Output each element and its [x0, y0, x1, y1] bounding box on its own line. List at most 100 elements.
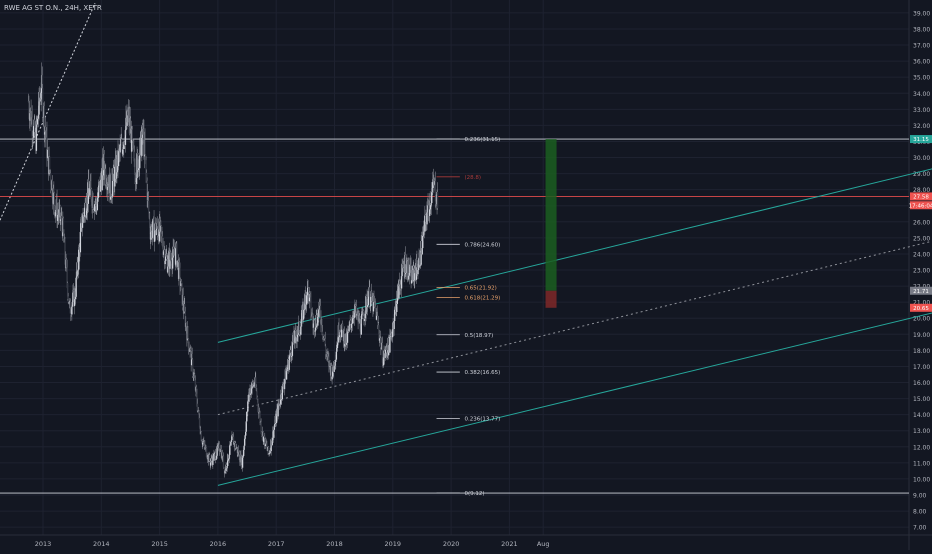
price-tag-label: 31.15 [913, 137, 929, 143]
candle-body [136, 153, 138, 179]
candle-body [246, 411, 248, 422]
candle-body [164, 253, 167, 261]
candle-body [213, 454, 215, 461]
candle-body [426, 212, 428, 225]
candle-body [260, 432, 263, 435]
candle-body [70, 313, 72, 315]
y-tick-label: 20.00 [913, 316, 930, 323]
candle-body [422, 231, 424, 236]
candle-body [55, 209, 57, 213]
candle-body [218, 444, 220, 452]
candle-body [127, 115, 129, 123]
candle-body [222, 456, 225, 467]
candle-body [211, 458, 213, 461]
candle-body [424, 215, 426, 232]
candle-body [282, 383, 285, 388]
candle-body [214, 452, 217, 460]
candle-body [290, 349, 292, 353]
candle-body [154, 223, 157, 236]
candle-body [136, 153, 139, 155]
candle-body [291, 355, 293, 358]
candle-body [361, 314, 363, 320]
candle-body [409, 264, 411, 273]
candle-body [171, 257, 174, 269]
candle-body [412, 265, 414, 282]
candle-body [336, 348, 338, 352]
candle-body [227, 454, 229, 461]
candle-body [191, 353, 193, 360]
candle-body [36, 117, 39, 125]
candle-body [68, 299, 70, 304]
candle-body [265, 438, 267, 444]
x-tick-label: 2020 [443, 540, 460, 548]
y-tick-label: 18.00 [913, 348, 930, 355]
candle-body [60, 219, 62, 221]
x-tick-label: 2013 [35, 540, 52, 548]
candle-body [124, 130, 127, 145]
candle-body [246, 411, 249, 413]
y-tick-label: 9.00 [913, 493, 927, 500]
candle-body [429, 200, 431, 210]
candle-body [288, 360, 290, 370]
candle-body [92, 196, 94, 210]
candle-body [169, 251, 172, 260]
position-loss-zone[interactable] [545, 290, 557, 308]
candle-body [105, 168, 107, 185]
candle-body [37, 114, 40, 119]
position-profit-zone[interactable] [545, 139, 557, 291]
candle-body [35, 121, 38, 151]
candle-body [188, 348, 190, 350]
candle-body [178, 262, 180, 279]
candle-body [309, 294, 312, 298]
candle-body [262, 431, 264, 442]
candle-body [216, 446, 218, 456]
candle-body [277, 403, 279, 417]
y-tick-label: 38.00 [913, 26, 930, 33]
candle-body [295, 330, 297, 337]
candle-body [235, 448, 237, 449]
candle-body [187, 327, 189, 339]
candle-body [348, 324, 351, 326]
candle-body [162, 251, 165, 255]
candle-body [374, 301, 376, 307]
candle-body [434, 180, 437, 202]
candle-body [284, 378, 286, 384]
candle-body [319, 301, 321, 306]
y-tick-label: 36.00 [913, 59, 930, 66]
candle-body [260, 421, 262, 433]
candle-body [224, 470, 226, 474]
candle-body [180, 281, 183, 284]
candle-body [259, 412, 261, 423]
candle-body [365, 295, 368, 297]
candle-body [274, 424, 276, 427]
candle-body [418, 257, 420, 268]
fib-level-label: 0.236(13.77) [465, 416, 501, 422]
candle-body [75, 276, 78, 278]
y-tick-label: 17.00 [913, 364, 930, 371]
y-tick-label: 35.00 [913, 75, 930, 82]
candle-body [93, 204, 96, 212]
candle-body [202, 442, 204, 445]
candle-body [53, 188, 55, 193]
y-tick-label: 23.00 [913, 268, 930, 275]
candle-body [243, 445, 245, 450]
candle-body [90, 180, 92, 190]
candle-body [166, 259, 168, 273]
candle-body [34, 119, 36, 136]
channel-lower-line[interactable] [217, 225, 932, 486]
candle-body [388, 337, 390, 346]
candle-body [53, 192, 56, 206]
candle-body [344, 343, 346, 347]
candle-body [150, 232, 152, 240]
candle-body [355, 306, 358, 316]
candle-body [318, 309, 320, 317]
candle-body [378, 333, 380, 341]
candle-body [353, 317, 355, 319]
candle-body [290, 352, 293, 358]
candle-body [362, 311, 365, 316]
candle-body [361, 314, 364, 316]
candle-body [401, 263, 403, 277]
